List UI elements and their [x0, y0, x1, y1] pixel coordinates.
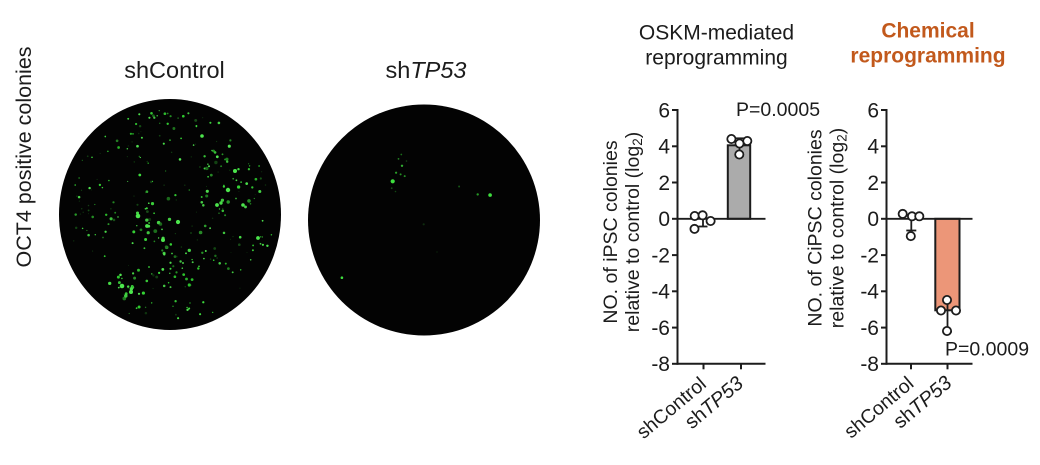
svg-text:-2: -2	[860, 244, 879, 267]
svg-text:-6: -6	[860, 317, 879, 340]
svg-text:relative to control (log2): relative to control (log2)	[622, 132, 645, 332]
svg-text:relative to control (log2): relative to control (log2)	[827, 128, 850, 328]
svg-text:shControl: shControl	[124, 57, 225, 83]
svg-text:-6: -6	[651, 317, 670, 340]
svg-text:OCT4 positive colonies: OCT4 positive colonies	[12, 46, 36, 267]
svg-text:4: 4	[658, 136, 670, 159]
svg-text:-4: -4	[860, 281, 879, 304]
svg-text:0: 0	[658, 208, 670, 231]
svg-text:6: 6	[658, 99, 670, 122]
svg-text:0: 0	[867, 208, 879, 231]
svg-text:4: 4	[867, 136, 879, 159]
svg-text:-8: -8	[651, 353, 670, 376]
svg-text:-4: -4	[651, 281, 670, 304]
svg-text:6: 6	[867, 99, 879, 122]
svg-text:NO. of iPSC colonies: NO. of iPSC colonies	[600, 140, 622, 323]
svg-text:P=0.0009: P=0.0009	[945, 339, 1029, 361]
svg-text:2: 2	[658, 172, 670, 195]
svg-text:reprogramming: reprogramming	[645, 47, 787, 70]
svg-text:NO. of CiPSC colonies: NO. of CiPSC colonies	[805, 129, 827, 326]
svg-text:2: 2	[867, 172, 879, 195]
svg-text:OSKM-mediated: OSKM-mediated	[639, 22, 794, 45]
svg-text:-8: -8	[860, 353, 879, 376]
svg-text:Chemical: Chemical	[881, 20, 974, 43]
svg-text:P=0.0005: P=0.0005	[736, 99, 820, 121]
svg-text:shTP53: shTP53	[386, 57, 467, 83]
svg-text:reprogramming: reprogramming	[850, 45, 1005, 68]
svg-text:-2: -2	[651, 244, 670, 267]
